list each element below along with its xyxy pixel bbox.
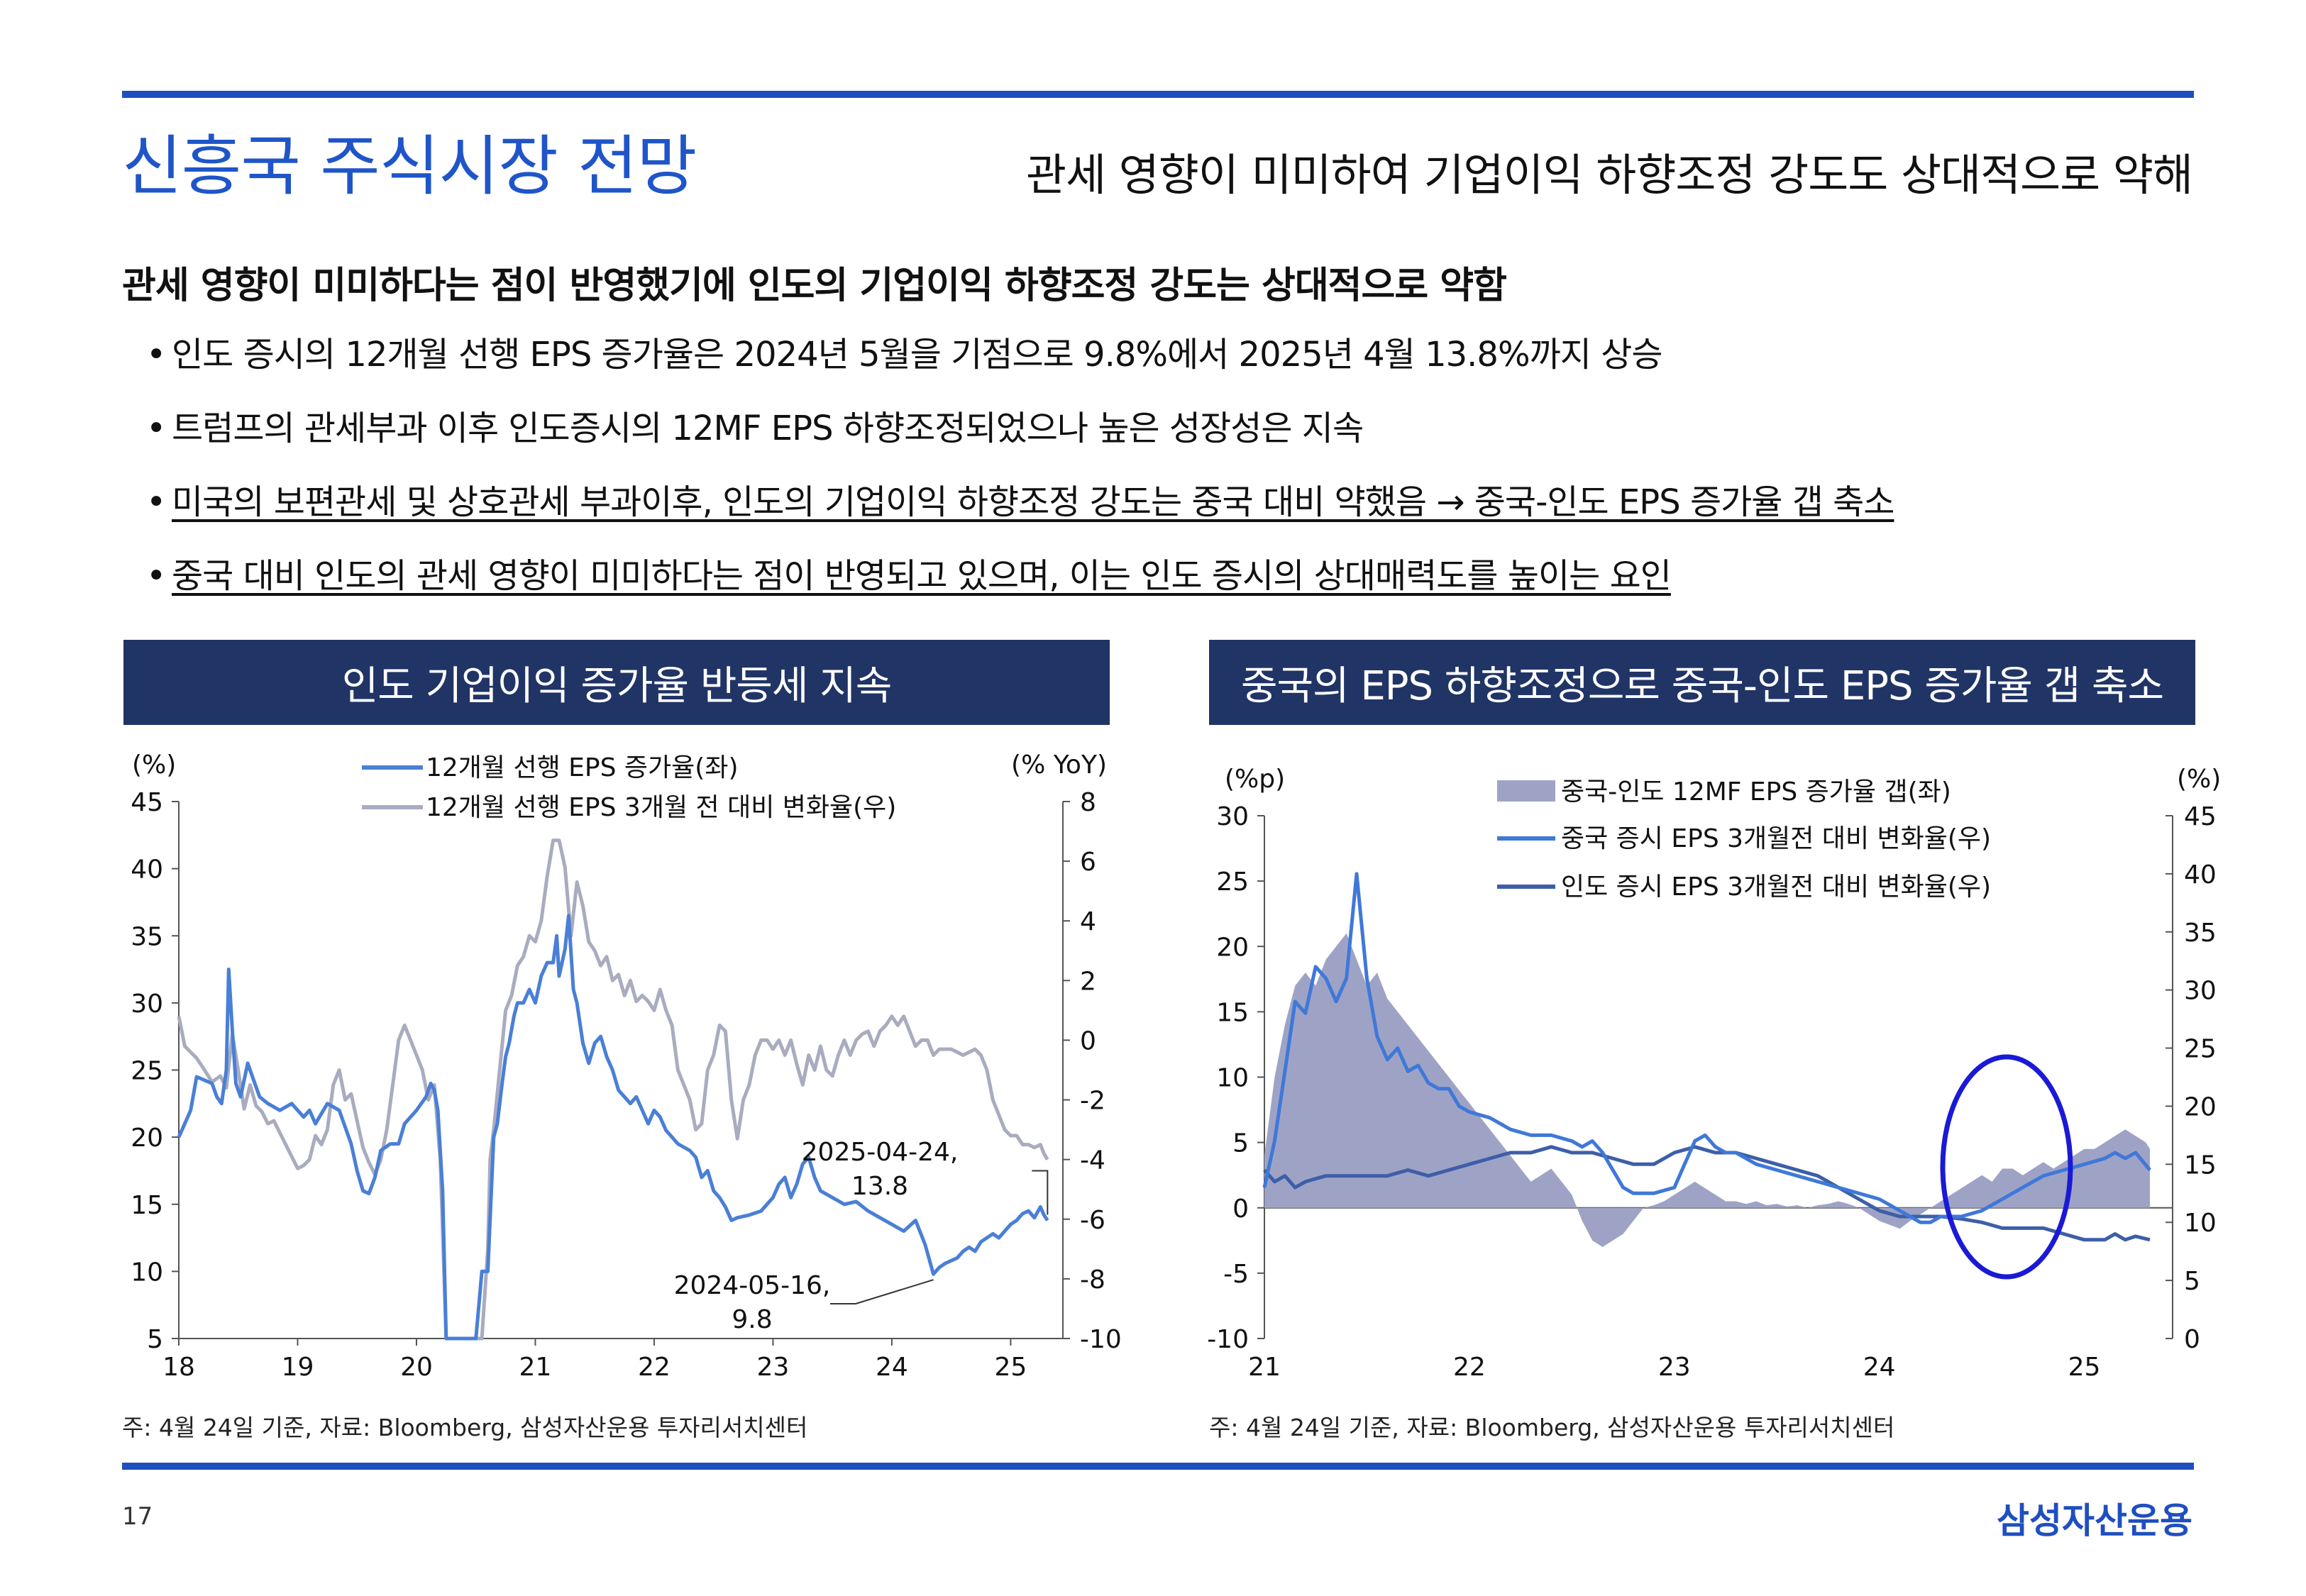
bullet-list: • 인도 증시의 12개월 선행 EPS 증가율은 2024년 5월을 기점으로 … [146,326,1894,621]
y-tick-label-left: 0 [1232,1195,1249,1224]
page-number: 17 [122,1502,153,1531]
bullet-text: 중국 대비 인도의 관세 영향이 미미하다는 점이 반영되고 있으며, 이는 인… [172,556,1672,596]
bullet-text: 미국의 보편관세 및 상호관세 부과이후, 인도의 기업이익 하향조정 강도는 … [172,482,1894,522]
bullet-mark: • [146,482,166,522]
bullet-mark: • [146,335,166,375]
annotation-value: 13.8 [851,1172,908,1201]
x-tick-label: 25 [994,1353,1027,1382]
legend-label: 중국 증시 EPS 3개월전 대비 변화율(우) [1561,824,1991,853]
y-tick-label-left: 30 [131,990,163,1019]
y-tick-label-right: 40 [2184,860,2217,890]
legend-label: 중국-인도 12MF EPS 증가율 갭(좌) [1561,777,1951,807]
annotation-label: 2024-05-16, [674,1271,831,1300]
y-tick-label-left: -10 [1207,1325,1249,1354]
section-heading: 관세 영향이 미미하다는 점이 반영했기에 인도의 기업이익 하향조정 강도는 … [122,265,1507,307]
x-tick-label: 19 [282,1353,314,1382]
y-tick-label-left: -5 [1223,1260,1249,1289]
annotation-leader [1032,1170,1049,1215]
page-title: 신흥국 주식시장 전망 [122,128,697,204]
series-line-eps-growth [177,914,1049,1341]
y-tick-label-left: 20 [131,1124,163,1153]
x-tick-label: 21 [519,1353,552,1382]
y-tick-label-right: 8 [1080,788,1096,817]
left-axis-unit: (%) [132,750,176,780]
y-tick-label-right: 30 [2184,977,2217,1006]
series-line-china [1262,872,2151,1224]
page-subtitle: 관세 영향이 미미하여 기업이익 하향조정 강도도 상대적으로 약해 [1025,149,2193,201]
y-tick-label-left: 30 [1216,802,1249,831]
y-tick-label-left: 35 [131,922,163,951]
annotation-leader [830,1279,934,1304]
y-tick-label-left: 45 [131,788,163,817]
brand-logo: 삼성자산운용 [1997,1500,2192,1541]
annotation-label: 2025-04-24, [802,1138,959,1167]
x-tick-label: 24 [876,1353,908,1382]
x-tick-label: 22 [1453,1353,1486,1382]
y-tick-label-right: 35 [2184,919,2217,948]
y-tick-label-right: -8 [1080,1265,1105,1295]
y-tick-label-right: 5 [2184,1267,2200,1296]
y-tick-label-right: -2 [1080,1087,1105,1116]
left-axis-unit: (%p) [1225,765,1285,794]
x-tick-label: 24 [1863,1353,1896,1382]
y-tick-label-right: -4 [1080,1146,1105,1175]
right-source-note: 주: 4월 24일 기준, 자료: Bloomberg, 삼성자산운용 투자리서… [1209,1414,1895,1441]
y-tick-label-right: 15 [2184,1151,2217,1180]
y-tick-label-right: 0 [2184,1325,2200,1354]
y-tick-label-left: 20 [1216,933,1249,962]
x-tick-label: 23 [1658,1353,1691,1382]
x-tick-label: 23 [757,1353,790,1382]
bullet-item: • 중국 대비 인도의 관세 영향이 미미하다는 점이 반영되고 있으며, 이는 … [146,548,1894,621]
annotation-value: 9.8 [732,1305,772,1334]
x-tick-label: 22 [638,1353,671,1382]
x-tick-label: 25 [2068,1353,2101,1382]
bullet-mark: • [146,409,166,448]
series-line-india [1263,1145,2151,1242]
right-axis-unit: (%) [2177,765,2221,794]
bullet-item: • 인도 증시의 12개월 선행 EPS 증가율은 2024년 5월을 기점으로 … [146,326,1894,400]
y-tick-label-right: -10 [1080,1325,1122,1354]
top-rule [122,91,2194,98]
x-tick-label: 18 [162,1353,195,1382]
y-tick-label-left: 15 [1216,998,1249,1027]
y-tick-label-left: 5 [147,1325,163,1354]
y-tick-label-right: -6 [1080,1206,1105,1235]
series-line-revision [177,838,1049,1341]
y-tick-label-left: 15 [131,1191,163,1220]
y-tick-label-right: 25 [2184,1035,2217,1064]
bullet-text: 인도 증시의 12개월 선행 EPS 증가율은 2024년 5월을 기점으로 9… [172,335,1662,375]
right-axis-unit: (% YoY) [1011,750,1107,780]
y-tick-label-left: 5 [1232,1129,1249,1158]
highlight-ellipse [1940,1054,2073,1280]
series-area-gap [1264,933,2150,1247]
gap-chart: -10 -5 0 5 10 15 20 25 30 0 5 10 15 20 25 30 35 40 45 21 22 2… [1207,765,2221,1382]
y-tick-label-right: 45 [2184,802,2217,831]
legend-label: 인도 증시 EPS 3개월전 대비 변화율(우) [1561,872,1991,902]
legend-label: 12개월 선행 EPS 증가율(좌) [426,753,739,782]
y-tick-label-left: 40 [131,855,163,885]
left-panel-title: 인도 기업이익 증가율 반등세 지속 [123,640,1110,725]
legend-swatch [1497,780,1555,802]
bullet-item: • 트럼프의 관세부과 이후 인도증시의 12MF EPS 하향조정되었으나 높은… [146,400,1894,474]
left-source-note: 주: 4월 24일 기준, 자료: Bloomberg, 삼성자산운용 투자리서… [122,1414,808,1441]
bullet-text: 트럼프의 관세부과 이후 인도증시의 12MF EPS 하향조정되었으나 높은 … [172,409,1364,448]
y-tick-label-right: 0 [1080,1026,1096,1055]
y-tick-label-left: 10 [131,1258,163,1287]
y-tick-label-right: 10 [2184,1209,2217,1238]
y-tick-label-left: 25 [131,1057,163,1086]
x-tick-label: 20 [400,1353,433,1382]
y-tick-label-left: 25 [1216,868,1249,897]
y-tick-label-right: 2 [1080,967,1096,996]
right-panel-title: 중국의 EPS 하향조정으로 중국-인도 EPS 증가율 갭 축소 [1209,640,2195,725]
x-tick-label: 21 [1248,1353,1281,1382]
y-tick-label-right: 20 [2184,1092,2217,1121]
y-tick-label-right: 4 [1080,907,1096,936]
bullet-mark: • [146,556,166,596]
bottom-rule [122,1463,2194,1470]
y-tick-label-right: 6 [1080,848,1096,877]
bullet-item: • 미국의 보편관세 및 상호관세 부과이후, 인도의 기업이익 하향조정 강도는… [146,474,1894,548]
y-tick-label-left: 10 [1216,1064,1249,1093]
legend-label: 12개월 선행 EPS 3개월 전 대비 변화율(우) [426,793,896,822]
